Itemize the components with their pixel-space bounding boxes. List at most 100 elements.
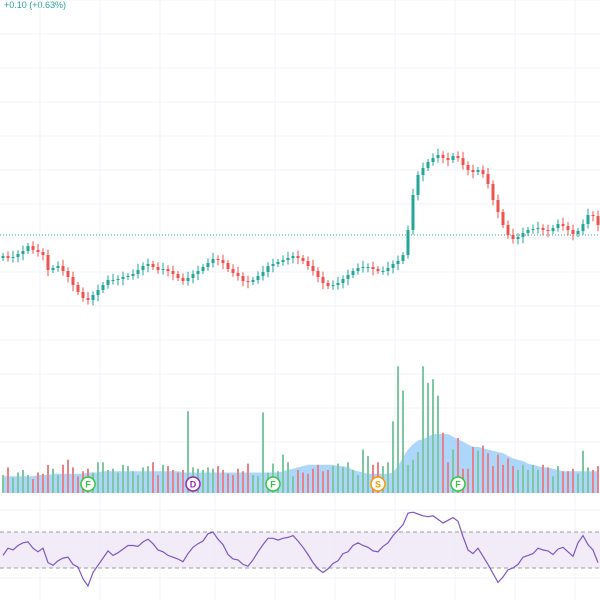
volume-bar xyxy=(392,421,394,493)
candle xyxy=(46,249,50,277)
candle-body xyxy=(166,269,170,271)
volume-bar xyxy=(242,471,244,493)
volume-bar xyxy=(527,469,529,493)
candle xyxy=(146,258,150,273)
candle xyxy=(296,250,300,265)
candle-body xyxy=(356,268,360,271)
candle-body xyxy=(196,271,200,274)
candle xyxy=(486,167,490,189)
volume-bar xyxy=(437,395,439,493)
volume-bar xyxy=(247,463,249,493)
candle-body xyxy=(66,271,70,277)
volume-bar xyxy=(227,473,229,493)
candle-body xyxy=(406,230,410,255)
volume-bar xyxy=(62,464,64,493)
candle-body xyxy=(191,274,195,278)
volume-bar xyxy=(457,437,459,493)
volume-moving-average-area xyxy=(3,434,598,493)
volume-bar xyxy=(37,472,39,493)
candle xyxy=(216,255,220,266)
candle-body xyxy=(86,298,90,300)
candle xyxy=(81,287,85,302)
candle-body xyxy=(271,264,275,266)
candle-body xyxy=(456,156,460,158)
candle-body xyxy=(311,266,315,271)
volume-bar xyxy=(472,446,474,493)
candle-body xyxy=(416,175,420,195)
candle-body xyxy=(16,254,20,257)
candle-body xyxy=(96,290,100,295)
candle-body xyxy=(341,279,345,283)
event-marker-letter: F xyxy=(270,480,276,490)
candle xyxy=(496,194,500,219)
candle xyxy=(416,171,420,201)
candle xyxy=(21,245,25,261)
candle-body xyxy=(76,285,80,292)
candle-body xyxy=(546,230,550,231)
volume-bar xyxy=(547,467,549,493)
candle xyxy=(196,265,200,281)
rsi-panel[interactable] xyxy=(0,511,600,588)
candle xyxy=(16,250,20,263)
candle xyxy=(406,225,410,259)
candle xyxy=(461,151,465,170)
candle xyxy=(126,273,130,280)
candle xyxy=(181,273,185,285)
volume-bar xyxy=(337,463,339,493)
volume-bar xyxy=(327,469,329,493)
volume-bar xyxy=(297,469,299,493)
candle-body xyxy=(561,224,565,226)
candle-body xyxy=(566,226,570,230)
candle-body xyxy=(171,271,175,274)
candle xyxy=(261,265,265,281)
candle-body xyxy=(376,269,380,271)
candle xyxy=(151,261,155,270)
candle xyxy=(346,269,350,286)
candle-body xyxy=(586,215,590,224)
candle xyxy=(326,280,330,289)
volume-bar xyxy=(587,467,589,493)
event-marker-circle xyxy=(450,476,466,492)
candle xyxy=(591,211,595,222)
candle xyxy=(341,275,345,289)
volume-bar xyxy=(497,454,499,493)
candle xyxy=(71,271,75,292)
volume-bar xyxy=(442,432,444,493)
candle xyxy=(291,252,295,264)
volume-bar xyxy=(117,472,119,493)
candle xyxy=(31,241,35,254)
candlestick-series xyxy=(1,148,600,306)
candle xyxy=(101,282,105,293)
volume-bar xyxy=(562,471,564,493)
candle-body xyxy=(471,170,475,172)
price-panel[interactable] xyxy=(0,148,600,306)
volume-bar xyxy=(332,466,334,493)
candle xyxy=(451,153,455,163)
candle xyxy=(171,265,175,281)
volume-bar xyxy=(97,462,99,493)
candle-body xyxy=(106,280,110,285)
candle-body xyxy=(501,212,505,225)
candle xyxy=(336,276,340,290)
candle xyxy=(376,266,380,274)
candle-body xyxy=(316,271,320,277)
volume-bar xyxy=(557,466,559,493)
candle-body xyxy=(296,256,300,258)
candle-body xyxy=(216,259,220,260)
volume-bar xyxy=(452,449,454,493)
volume-bar xyxy=(397,366,399,493)
volume-bar xyxy=(47,464,49,493)
candle-body xyxy=(176,274,180,278)
volume-bar xyxy=(52,468,54,493)
candle xyxy=(51,265,55,273)
event-marker-circle xyxy=(80,476,96,492)
candle xyxy=(436,148,440,163)
candle-body xyxy=(101,285,105,290)
event-marker-letter: F xyxy=(455,480,461,490)
candle xyxy=(366,263,370,273)
candle-body xyxy=(161,269,165,270)
